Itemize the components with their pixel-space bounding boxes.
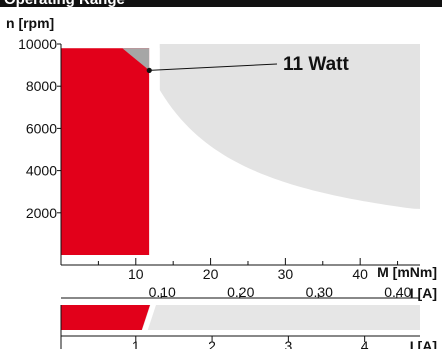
y-tick-label: 2000 [26,205,57,221]
x-tick-label: 40 [352,266,368,282]
x-tick-label: 20 [203,266,219,282]
x-tick-label: 30 [278,266,294,282]
y-tick-label: 6000 [26,120,57,136]
y-tick-label: 4000 [26,163,57,179]
current-tick-label: 0.20 [227,284,254,300]
gap-strip [149,48,160,255]
current-tick-label: 0.10 [149,284,176,300]
lower-bar-gap [142,305,157,330]
axes-layer [57,43,420,349]
text-layer: n [rpm] M [mNm] I [A] I [A] 11 Watt 2000… [6,15,437,349]
lower-current-tick-label: 2 [208,338,216,349]
power-annotation: 11 Watt [283,54,349,75]
x-axis-title-current-lower: I [A] [410,338,437,349]
x-axis-title-torque: M [mNm] [377,264,437,280]
lower-current-tick-label: 1 [132,338,140,349]
current-tick-label: 0.40 [384,284,411,300]
continuous-operation-region [61,48,150,255]
operating-point [146,67,152,73]
y-tick-label: 10000 [18,36,57,52]
short-term-region [122,48,150,71]
area-layer [61,44,420,330]
title-text: Operating Range [4,0,125,8]
lower-bar-continuous [61,305,151,330]
x-axis-title-current: I [A] [410,285,437,301]
annotation-leader [149,63,278,71]
lower-current-tick-label: 4 [361,338,369,349]
title-band: Operating Range [0,0,442,8]
y-tick-label: 8000 [26,78,57,94]
lower-current-tick-label: 3 [284,338,292,349]
x-tick-label: 10 [128,266,144,282]
current-tick-label: 0.30 [306,284,333,300]
max-power-region [159,44,420,209]
y-axis-title: n [rpm] [6,15,54,31]
